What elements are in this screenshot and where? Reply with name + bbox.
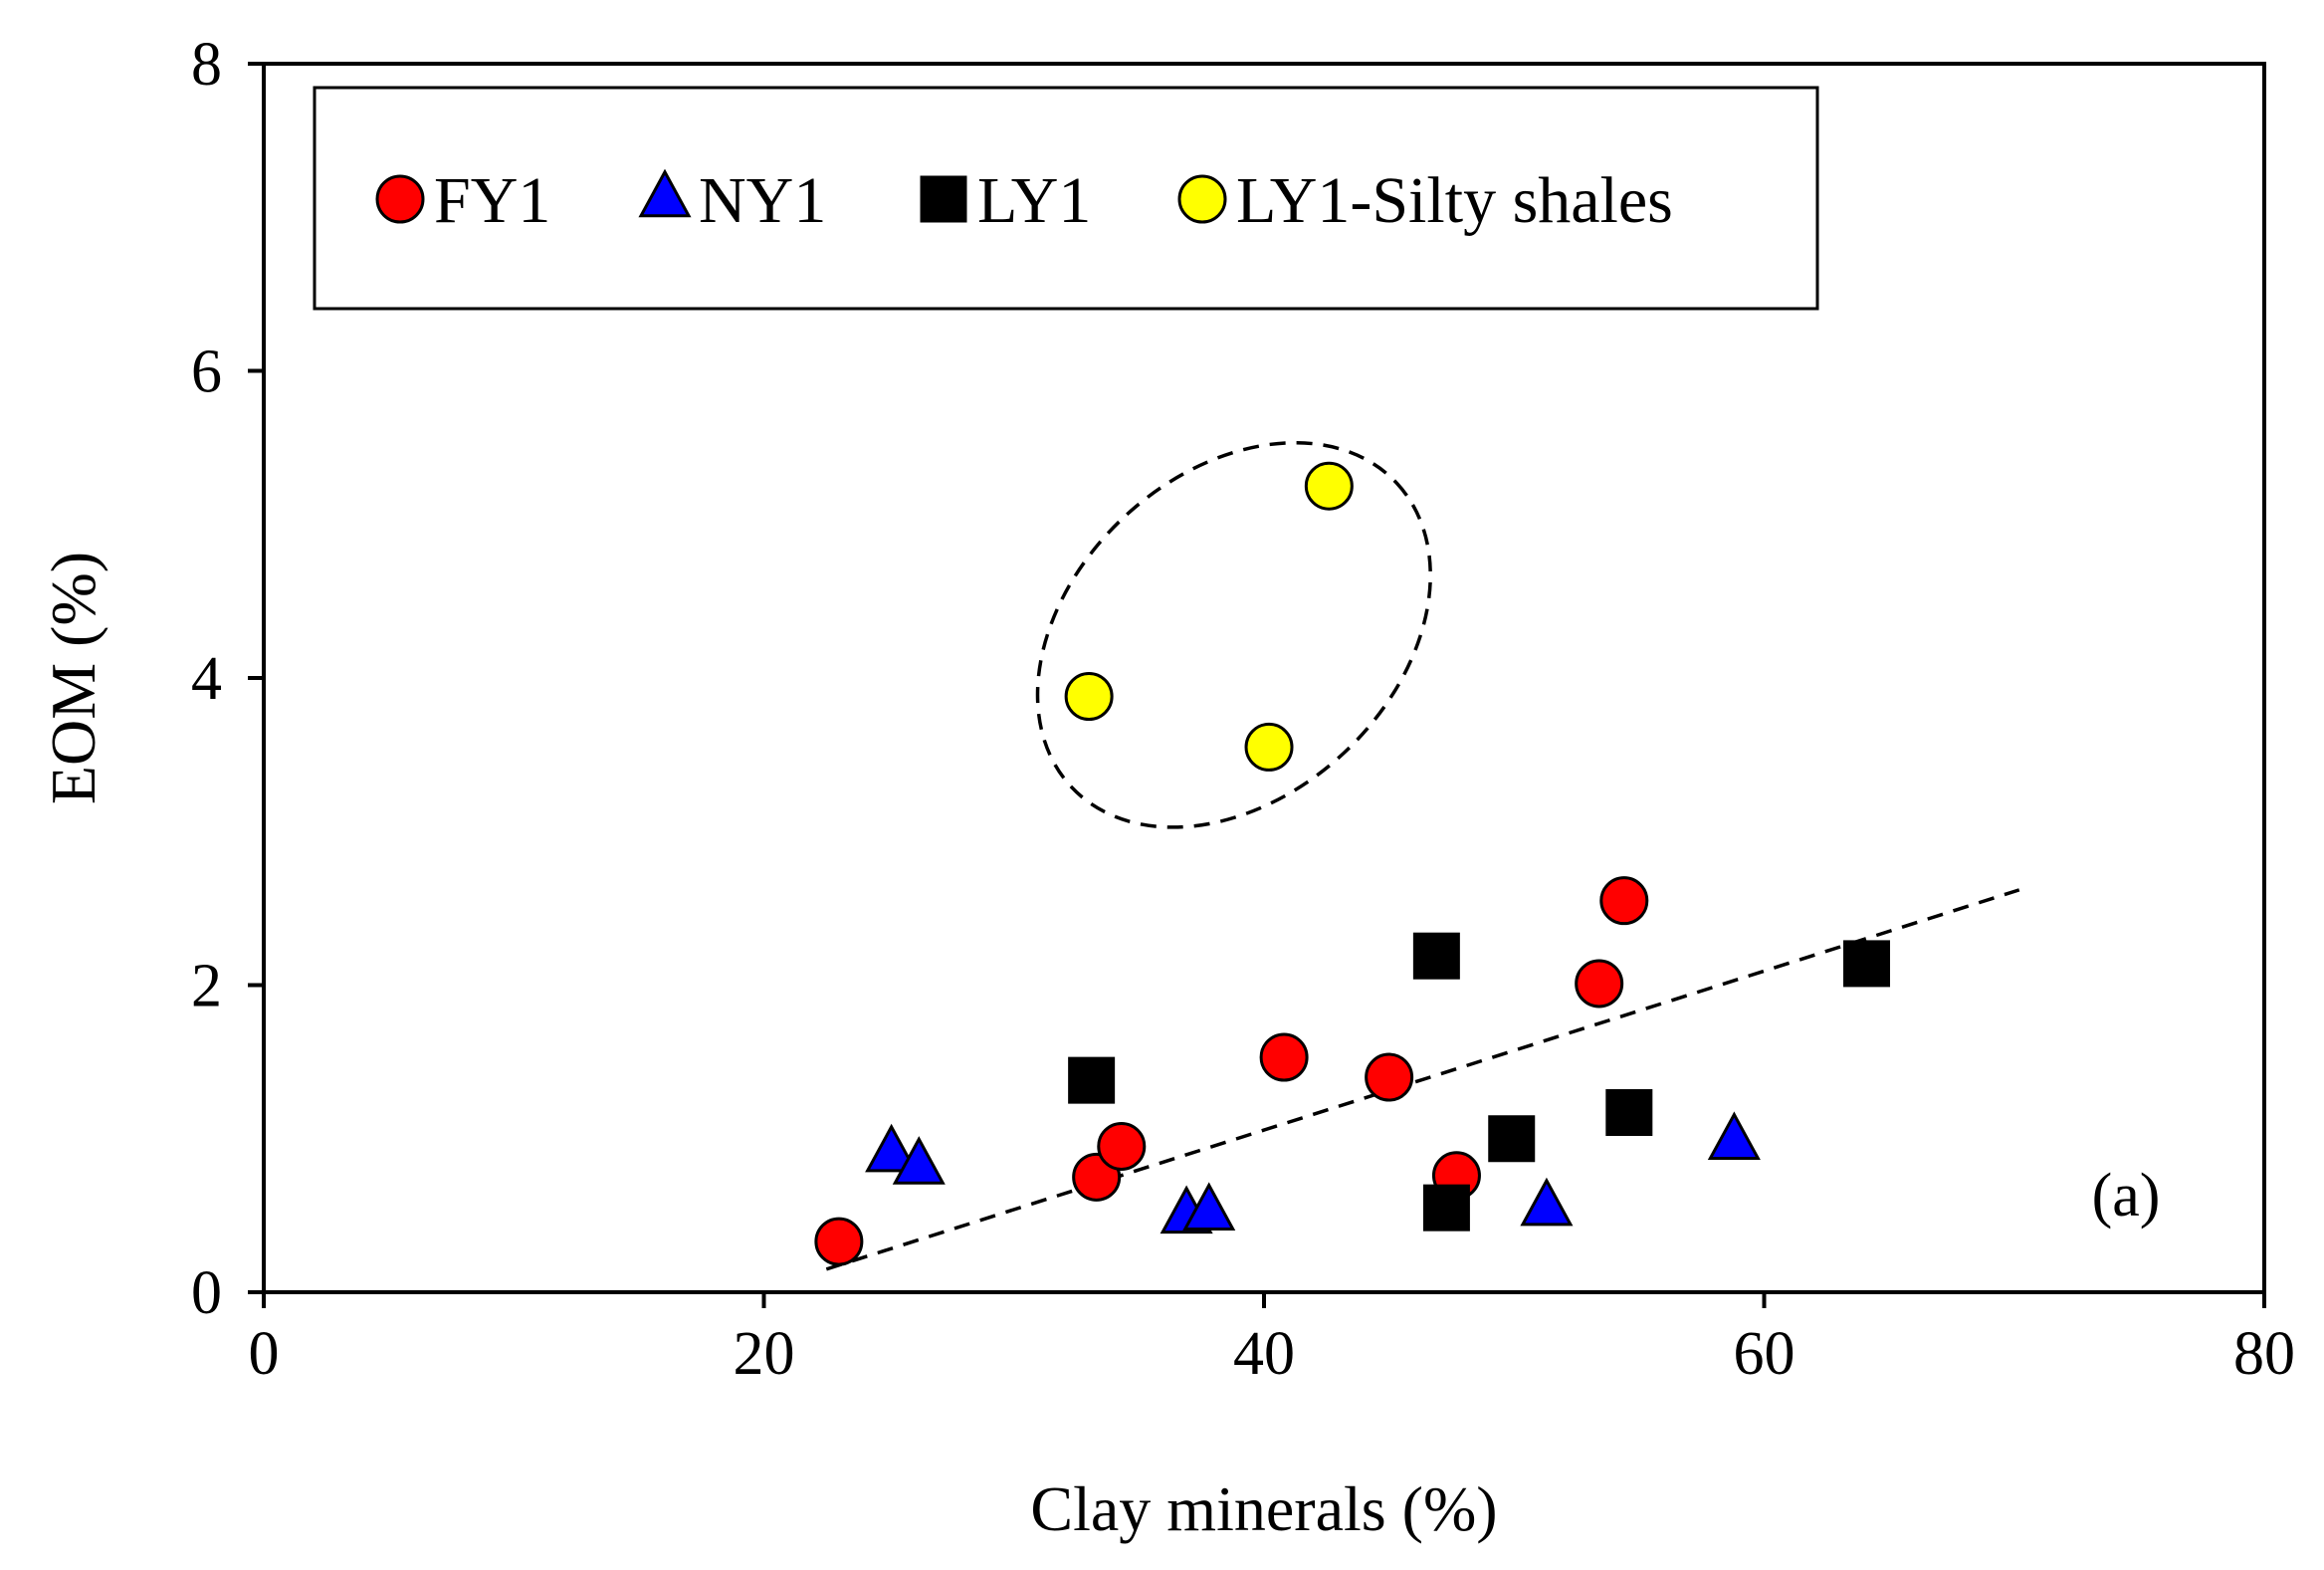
legend-label-ny1: NY1 (699, 164, 826, 237)
data-point-ly1 (1412, 932, 1460, 980)
legend-label-fy1: FY1 (434, 164, 550, 237)
legend-marker-ny1 (638, 168, 692, 218)
x-tick-label: 60 (1734, 1320, 1796, 1388)
legend-label-ly1: LY1 (977, 164, 1091, 237)
data-point-ly1 (1605, 1089, 1653, 1137)
y-tick-label: 2 (191, 953, 222, 1020)
data-point-ly1-silty-shales (1064, 672, 1114, 722)
y-axis-ticks: 0 2 4 6 8 (191, 31, 264, 1327)
data-point-fy1 (1599, 876, 1649, 926)
cluster-ellipse (1035, 440, 1432, 829)
data-point-fy1 (1365, 1052, 1414, 1102)
data-point-fy1 (1259, 1032, 1309, 1082)
x-axis-title: Clay minerals (%) (1030, 1473, 1497, 1544)
legend-marker-fy1 (375, 174, 425, 224)
data-point-fy1 (814, 1217, 864, 1266)
data-point-ly1-silty-shales (1304, 461, 1354, 511)
data-point-ny1 (1707, 1111, 1761, 1161)
data-point-ly1 (1422, 1184, 1470, 1232)
data-point-ly1 (1843, 940, 1891, 988)
legend-items: FY1 NY1 LY1 LY1-Silty shales (375, 164, 1673, 237)
data-point-ly1 (1488, 1115, 1536, 1163)
y-tick-label: 8 (191, 31, 222, 99)
data-point-ny1 (1520, 1177, 1574, 1227)
data-point-ny1 (1182, 1182, 1236, 1232)
annotations (825, 440, 2020, 1271)
x-tick-label: 0 (249, 1320, 280, 1388)
legend-marker-ly1-silty-shales (1177, 174, 1227, 224)
x-tick-label: 40 (1233, 1320, 1295, 1388)
trendline (825, 888, 2020, 1271)
x-tick-label: 20 (734, 1320, 795, 1388)
x-tick-label: 80 (2233, 1320, 2295, 1388)
data-point-fy1 (1097, 1121, 1147, 1171)
data-point-ly1 (1068, 1056, 1116, 1104)
y-tick-label: 6 (191, 338, 222, 406)
legend: FY1 NY1 LY1 LY1-Silty shales (313, 86, 1819, 311)
legend-label-ly1-silty-shales: LY1-Silty shales (1236, 164, 1673, 237)
data-point-ny1 (865, 1123, 919, 1173)
legend-box (313, 86, 1819, 311)
data-point-ny1 (892, 1136, 946, 1185)
y-tick-label: 4 (191, 645, 222, 713)
data-point-fy1 (1575, 959, 1624, 1009)
x-axis-ticks: 0 20 40 60 80 (249, 1292, 2295, 1388)
legend-marker-ly1 (920, 175, 967, 223)
panel-label: (a) (2092, 1162, 2161, 1230)
data-point-ly1-silty-shales (1244, 722, 1294, 772)
data-markers (814, 461, 1891, 1266)
y-tick-label: 0 (191, 1259, 222, 1327)
y-axis-title: EOM (%) (38, 552, 108, 804)
